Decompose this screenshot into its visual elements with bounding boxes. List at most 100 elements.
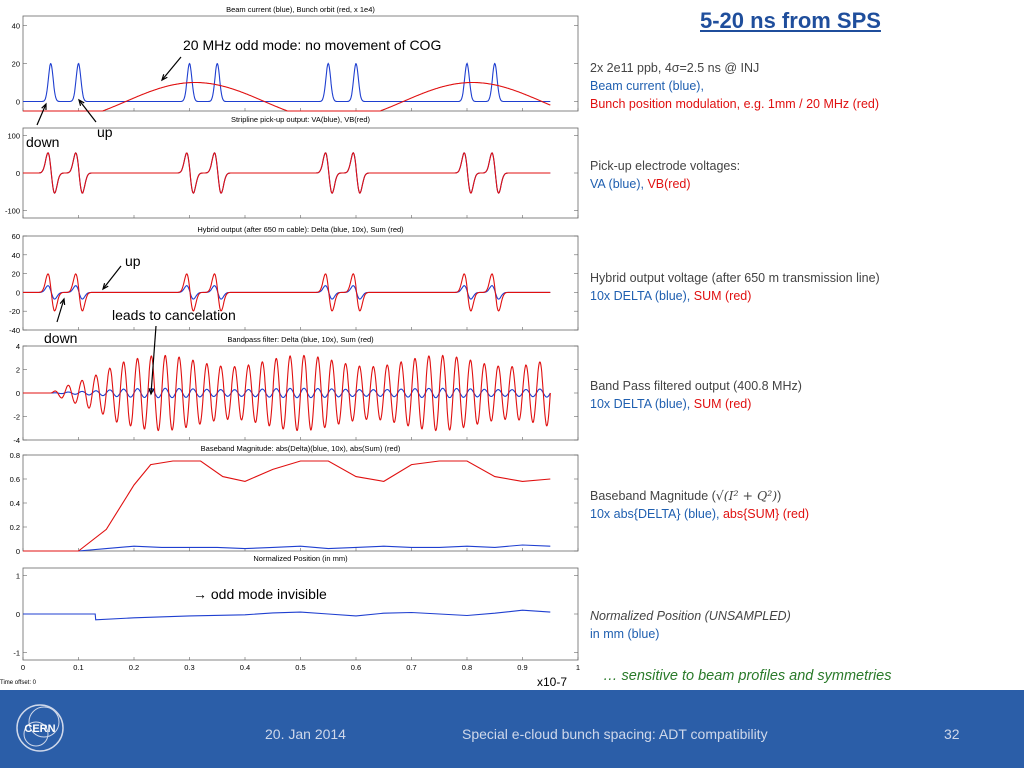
- arrow-up-2: [102, 265, 122, 290]
- plot-title: Bandpass filter: Delta (blue, 10x), Sum …: [227, 335, 374, 344]
- y-tick-label: -40: [9, 326, 20, 335]
- y-tick-label: 0: [16, 169, 20, 178]
- plot-title: Beam current (blue), Bunch orbit (red, x…: [226, 5, 375, 14]
- series-sum: [23, 354, 551, 432]
- desc-hybrid-line1: Hybrid output voltage (after 650 m trans…: [590, 271, 880, 285]
- arrow-down-1: [36, 103, 47, 126]
- panel-4: Bandpass filter: Delta (blue, 10x), Sum …: [13, 335, 579, 445]
- y-tick-label: -100: [5, 207, 20, 216]
- y-tick-label: 40: [12, 251, 20, 260]
- desc-pickup-va: VA (blue),: [590, 177, 648, 191]
- annotation-up-2: up: [125, 253, 141, 269]
- arrow-cancelation: [150, 325, 157, 395]
- desc-baseband-delta: 10x abs{DELTA} (blue),: [590, 507, 723, 521]
- x-tick-label: 0.6: [351, 663, 361, 672]
- x-tick-label: 0.7: [406, 663, 416, 672]
- desc-hybrid: Hybrid output voltage (after 650 m trans…: [590, 269, 880, 305]
- desc-baseband: Baseband Magnitude (√(I² + Q²)) 10x abs{…: [590, 487, 809, 523]
- y-tick-label: 0.6: [10, 475, 20, 484]
- y-tick-label: 0: [16, 610, 20, 619]
- footer-bar: CERN 20. Jan 2014 Special e-cloud bunch …: [0, 690, 1024, 768]
- x-tick-label: 1: [576, 663, 580, 672]
- desc-beam-line3: Bunch position modulation, e.g. 1mm / 20…: [590, 97, 880, 111]
- footer-date: 20. Jan 2014: [265, 726, 346, 742]
- y-tick-label: 0: [16, 98, 20, 107]
- desc-baseband-line1: Baseband Magnitude (: [590, 489, 716, 503]
- x-tick-label: 0.4: [240, 663, 250, 672]
- y-tick-label: 4: [16, 342, 20, 351]
- y-tick-label: -1: [13, 648, 20, 657]
- y-tick-label: -4: [13, 436, 20, 445]
- series-beam-current: [23, 62, 551, 103]
- series-vb: [23, 152, 551, 194]
- desc-hybrid-sum: SUM (red): [693, 289, 752, 303]
- desc-position-line2: in mm (blue): [590, 627, 660, 641]
- plot-frame: [22, 567, 579, 661]
- plot-title: Baseband Magnitude: abs(Delta)(blue, 10x…: [201, 444, 401, 453]
- x-tick-label: 0.8: [462, 663, 472, 672]
- plot-frame: [22, 15, 579, 112]
- arrow-down-1-head: [41, 102, 47, 111]
- x-tick-label: 0.9: [517, 663, 527, 672]
- footer-page-number: 32: [944, 726, 960, 742]
- arrow-odd-mode-head: [161, 74, 168, 82]
- desc-baseband-sum: abs{SUM} (red): [722, 507, 810, 521]
- y-tick-label: 0.2: [10, 523, 20, 532]
- desc-pickup-line1: Pick-up electrode voltages:: [590, 159, 741, 173]
- arrow-odd-mode: [161, 56, 182, 81]
- desc-pickup: Pick-up electrode voltages: VA (blue), V…: [590, 157, 740, 193]
- arrow-down-2: [56, 298, 65, 323]
- x-tick-label: 0.3: [184, 663, 194, 672]
- arrow-down-2-head: [59, 297, 66, 306]
- panel-2: Stripline pick-up output: VA(blue), VB(r…: [5, 115, 579, 219]
- plot-title: Stripline pick-up output: VA(blue), VB(r…: [231, 115, 371, 124]
- desc-bandpass-sum: SUM (red): [693, 397, 752, 411]
- annotation-odd-mode: 20 MHz odd mode: no movement of COG: [183, 37, 441, 53]
- y-tick-label: 2: [16, 366, 20, 375]
- y-tick-label: 0: [16, 547, 20, 556]
- plot-title: Hybrid output (after 650 m cable): Delta…: [197, 225, 404, 234]
- annotation-down-2: down: [44, 330, 77, 346]
- y-tick-label: 100: [7, 132, 20, 141]
- panel-3: Hybrid output (after 650 m cable): Delta…: [9, 225, 579, 335]
- desc-beam-line2: Beam current (blue),: [590, 79, 704, 93]
- annotation-odd-mode-invisible: → odd mode invisible: [193, 586, 327, 602]
- x-unit-label: x10-7: [537, 675, 567, 689]
- panel-5: Baseband Magnitude: abs(Delta)(blue, 10x…: [10, 444, 579, 556]
- y-tick-label: 0: [16, 389, 20, 398]
- chart-panels: Beam current (blue), Bunch orbit (red, x…: [0, 5, 580, 689]
- arrow-cancelation-head: [148, 388, 155, 396]
- arrow-up-1-head: [78, 98, 85, 106]
- panel-1: Beam current (blue), Bunch orbit (red, x…: [12, 5, 579, 112]
- desc-hybrid-delta: 10x DELTA (blue),: [590, 289, 694, 303]
- desc-bandpass: Band Pass filtered output (400.8 MHz) 10…: [590, 377, 802, 413]
- desc-bandpass-line1: Band Pass filtered output (400.8 MHz): [590, 379, 802, 393]
- annotation-up-1: up: [97, 124, 113, 140]
- arrow-up-1: [78, 99, 97, 123]
- y-tick-label: 60: [12, 232, 20, 241]
- plot-title: Normalized Position (in mm): [253, 554, 348, 563]
- series-bunch-orbit: [23, 81, 551, 112]
- y-tick-label: 0.8: [10, 451, 20, 460]
- time-offset-label: Time offset: 0: [0, 680, 37, 686]
- desc-beam-line1: 2x 2e11 ppb, 4σ=2.5 ns @ INJ: [590, 61, 760, 75]
- y-tick-label: -20: [9, 307, 20, 316]
- footer-talk-title: Special e-cloud bunch spacing: ADT compa…: [462, 726, 768, 742]
- desc-position: Normalized Position (UNSAMPLED) in mm (b…: [590, 607, 791, 643]
- x-tick-label: 0.5: [295, 663, 305, 672]
- y-tick-label: 20: [12, 270, 20, 279]
- x-tick-label: 0.1: [73, 663, 83, 672]
- desc-pickup-vb: VB(red): [647, 177, 691, 191]
- annotation-cancelation: leads to cancelation: [112, 307, 236, 323]
- y-tick-label: 0: [16, 288, 20, 297]
- cern-logo-text: CERN: [24, 723, 55, 735]
- y-tick-label: -2: [13, 413, 20, 422]
- series-sum: [23, 273, 551, 312]
- desc-position-line1: Normalized Position (UNSAMPLED): [590, 609, 791, 623]
- plot-frame: [22, 235, 579, 331]
- x-tick-label: 0: [21, 663, 25, 672]
- annotation-down-1: down: [26, 134, 59, 150]
- desc-baseband-close: ): [777, 489, 782, 503]
- slide-title: 5-20 ns from SPS: [700, 8, 881, 33]
